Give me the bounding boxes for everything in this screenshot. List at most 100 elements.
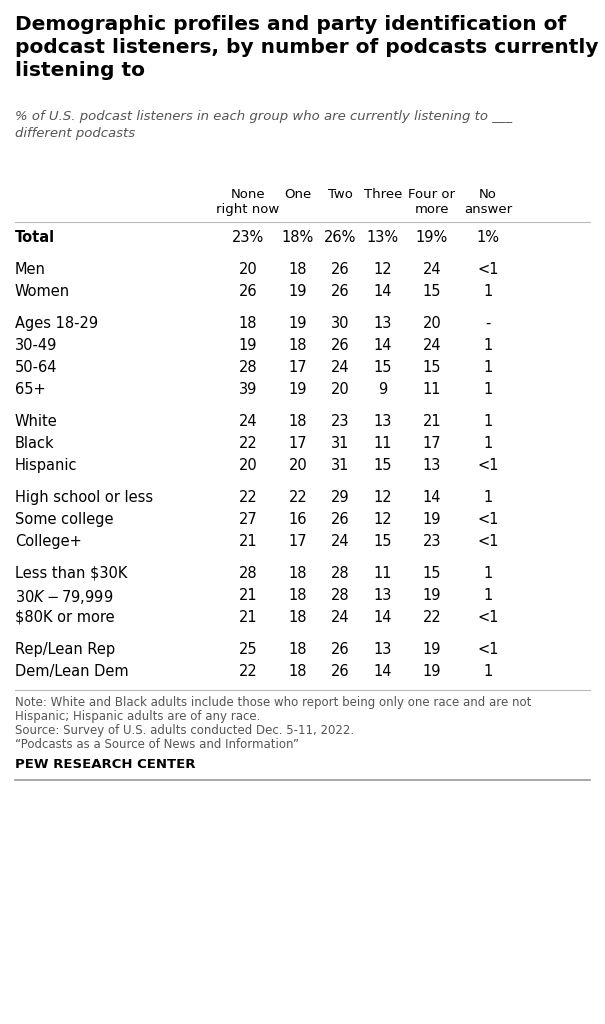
- Text: One: One: [284, 188, 312, 201]
- Text: 23: 23: [331, 414, 349, 429]
- Text: 1: 1: [483, 436, 492, 451]
- Text: 19: 19: [423, 642, 441, 657]
- Text: 17: 17: [289, 360, 307, 375]
- Text: 26: 26: [331, 284, 349, 299]
- Text: 21: 21: [423, 414, 441, 429]
- Text: 1: 1: [483, 360, 492, 375]
- Text: 22: 22: [238, 490, 257, 505]
- Text: 17: 17: [289, 436, 307, 451]
- Text: 14: 14: [374, 284, 392, 299]
- Text: Note: White and Black adults include those who report being only one race and ar: Note: White and Black adults include tho…: [15, 696, 531, 709]
- Text: 12: 12: [374, 262, 392, 278]
- Text: 23: 23: [423, 534, 441, 549]
- Text: 1: 1: [483, 414, 492, 429]
- Text: <1: <1: [477, 642, 499, 657]
- Text: Women: Women: [15, 284, 70, 299]
- Text: 26: 26: [331, 512, 349, 527]
- Text: 65+: 65+: [15, 382, 45, 397]
- Text: 1: 1: [483, 338, 492, 353]
- Text: 1: 1: [483, 566, 492, 581]
- Text: 26: 26: [331, 262, 349, 278]
- Text: 19: 19: [289, 284, 307, 299]
- Text: 14: 14: [374, 664, 392, 679]
- Text: 15: 15: [423, 566, 441, 581]
- Text: High school or less: High school or less: [15, 490, 153, 505]
- Text: PEW RESEARCH CENTER: PEW RESEARCH CENTER: [15, 758, 195, 771]
- Text: “Podcasts as a Source of News and Information”: “Podcasts as a Source of News and Inform…: [15, 738, 299, 751]
- Text: 13%: 13%: [367, 230, 399, 245]
- Text: 21: 21: [239, 534, 257, 549]
- Text: 27: 27: [238, 512, 257, 527]
- Text: 12: 12: [374, 512, 392, 527]
- Text: 24: 24: [423, 338, 441, 353]
- Text: 1%: 1%: [477, 230, 500, 245]
- Text: Less than $30K: Less than $30K: [15, 566, 128, 581]
- Text: 19%: 19%: [416, 230, 448, 245]
- Text: 14: 14: [423, 490, 441, 505]
- Text: 1: 1: [483, 382, 492, 397]
- Text: <1: <1: [477, 262, 499, 278]
- Text: <1: <1: [477, 610, 499, 625]
- Text: 18: 18: [239, 316, 257, 331]
- Text: 24: 24: [331, 360, 349, 375]
- Text: 22: 22: [423, 610, 442, 625]
- Text: 18: 18: [289, 262, 307, 278]
- Text: 13: 13: [374, 414, 392, 429]
- Text: 18: 18: [289, 338, 307, 353]
- Text: College+: College+: [15, 534, 82, 549]
- Text: 50-64: 50-64: [15, 360, 57, 375]
- Text: 14: 14: [374, 610, 392, 625]
- Text: 19: 19: [423, 664, 441, 679]
- Text: Some college: Some college: [15, 512, 114, 527]
- Text: -: -: [485, 316, 491, 331]
- Text: 18: 18: [289, 588, 307, 603]
- Text: None
right now: None right now: [217, 188, 280, 216]
- Text: 20: 20: [289, 458, 307, 473]
- Text: 16: 16: [289, 512, 307, 527]
- Text: 22: 22: [238, 664, 257, 679]
- Text: 15: 15: [374, 534, 392, 549]
- Text: 31: 31: [331, 436, 349, 451]
- Text: <1: <1: [477, 458, 499, 473]
- Text: 14: 14: [374, 338, 392, 353]
- Text: Men: Men: [15, 262, 46, 278]
- Text: 20: 20: [238, 458, 257, 473]
- Text: 26%: 26%: [324, 230, 356, 245]
- Text: 19: 19: [289, 382, 307, 397]
- Text: 28: 28: [331, 588, 349, 603]
- Text: Source: Survey of U.S. adults conducted Dec. 5-11, 2022.: Source: Survey of U.S. adults conducted …: [15, 724, 354, 737]
- Text: 1: 1: [483, 588, 492, 603]
- Text: 26: 26: [331, 664, 349, 679]
- Text: 13: 13: [374, 316, 392, 331]
- Text: 9: 9: [378, 382, 388, 397]
- Text: 19: 19: [289, 316, 307, 331]
- Text: 19: 19: [423, 512, 441, 527]
- Text: No
answer: No answer: [464, 188, 512, 216]
- Text: 24: 24: [331, 610, 349, 625]
- Text: 11: 11: [423, 382, 441, 397]
- Text: 18: 18: [289, 664, 307, 679]
- Text: Demographic profiles and party identification of
podcast listeners, by number of: Demographic profiles and party identific…: [15, 15, 598, 80]
- Text: 1: 1: [483, 490, 492, 505]
- Text: $30K-$79,999: $30K-$79,999: [15, 588, 113, 606]
- Text: 13: 13: [374, 642, 392, 657]
- Text: 20: 20: [330, 382, 349, 397]
- Text: 26: 26: [331, 642, 349, 657]
- Text: Hispanic; Hispanic adults are of any race.: Hispanic; Hispanic adults are of any rac…: [15, 710, 260, 723]
- Text: 17: 17: [423, 436, 441, 451]
- Text: 39: 39: [239, 382, 257, 397]
- Text: 1: 1: [483, 664, 492, 679]
- Text: Two: Two: [327, 188, 353, 201]
- Text: 15: 15: [374, 360, 392, 375]
- Text: 18%: 18%: [282, 230, 314, 245]
- Text: White: White: [15, 414, 57, 429]
- Text: 13: 13: [374, 588, 392, 603]
- Text: 28: 28: [239, 360, 257, 375]
- Text: 28: 28: [239, 566, 257, 581]
- Text: 24: 24: [423, 262, 441, 278]
- Text: 26: 26: [239, 284, 257, 299]
- Text: 26: 26: [331, 338, 349, 353]
- Text: <1: <1: [477, 512, 499, 527]
- Text: 18: 18: [289, 610, 307, 625]
- Text: 25: 25: [239, 642, 257, 657]
